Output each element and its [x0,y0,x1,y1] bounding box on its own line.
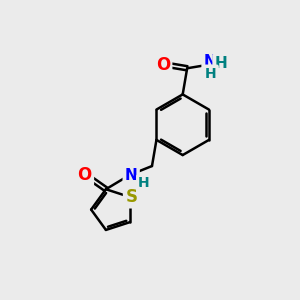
Text: O: O [77,166,92,184]
Text: H: H [205,67,217,81]
Text: H: H [215,56,227,71]
Text: O: O [156,56,170,74]
Text: H: H [138,176,150,190]
Text: S: S [125,188,137,206]
Text: N: N [204,54,216,69]
Text: N: N [125,168,138,183]
